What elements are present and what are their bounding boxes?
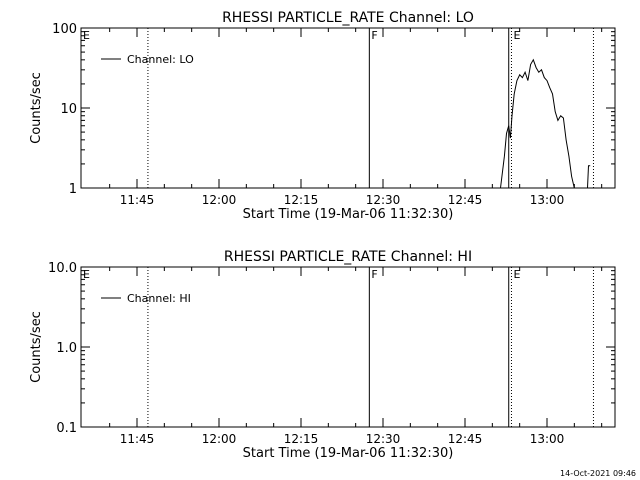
legend-label: Channel: LO — [127, 53, 194, 66]
plot-frame — [80, 266, 616, 428]
x-tick-label: 13:00 — [530, 193, 565, 207]
plot-frame — [80, 27, 616, 189]
x-tick-label: 12:45 — [448, 193, 483, 207]
x-tick-label: 11:45 — [120, 432, 155, 446]
y-tick-label: 10 — [60, 102, 77, 117]
event-marker-label: F — [371, 268, 377, 281]
y-tick-label: 10.0 — [48, 261, 77, 276]
x-tick-label: 12:15 — [284, 193, 319, 207]
x-tick-label: 12:00 — [202, 432, 237, 446]
event-marker-label: E — [513, 29, 520, 42]
y-tick-label: 1.0 — [56, 341, 77, 356]
x-tick-label: 12:30 — [366, 193, 401, 207]
y-tick-label: 100 — [52, 22, 77, 37]
x-axis-label: Start Time (19-Mar-06 11:32:30) — [243, 446, 454, 461]
footer-timestamp: 14-Oct-2021 09:46 — [560, 469, 636, 478]
series-line — [587, 165, 591, 189]
y-axis-label: Counts/sec — [29, 72, 44, 144]
x-tick-label: 12:00 — [202, 193, 237, 207]
corner-label: E — [83, 268, 90, 281]
y-axis-label: Counts/sec — [29, 311, 44, 383]
chart-title: RHESSI PARTICLE_RATE Channel: HI — [224, 249, 472, 265]
x-tick-label: 12:15 — [284, 432, 319, 446]
x-axis-label: Start Time (19-Mar-06 11:32:30) — [243, 207, 454, 222]
x-tick-label: 12:30 — [366, 432, 401, 446]
y-tick-label: 0.1 — [56, 421, 77, 436]
x-tick-label: 13:00 — [530, 432, 565, 446]
x-tick-label: 12:45 — [448, 432, 483, 446]
corner-label: E — [83, 29, 90, 42]
event-marker-label: F — [371, 29, 377, 42]
series-line — [500, 58, 580, 189]
y-tick-label: 1 — [69, 182, 77, 197]
x-tick-label: 11:45 — [120, 193, 155, 207]
event-marker-label: E — [513, 268, 520, 281]
chart-title: RHESSI PARTICLE_RATE Channel: LO — [222, 10, 474, 26]
legend-label: Channel: HI — [127, 292, 191, 305]
